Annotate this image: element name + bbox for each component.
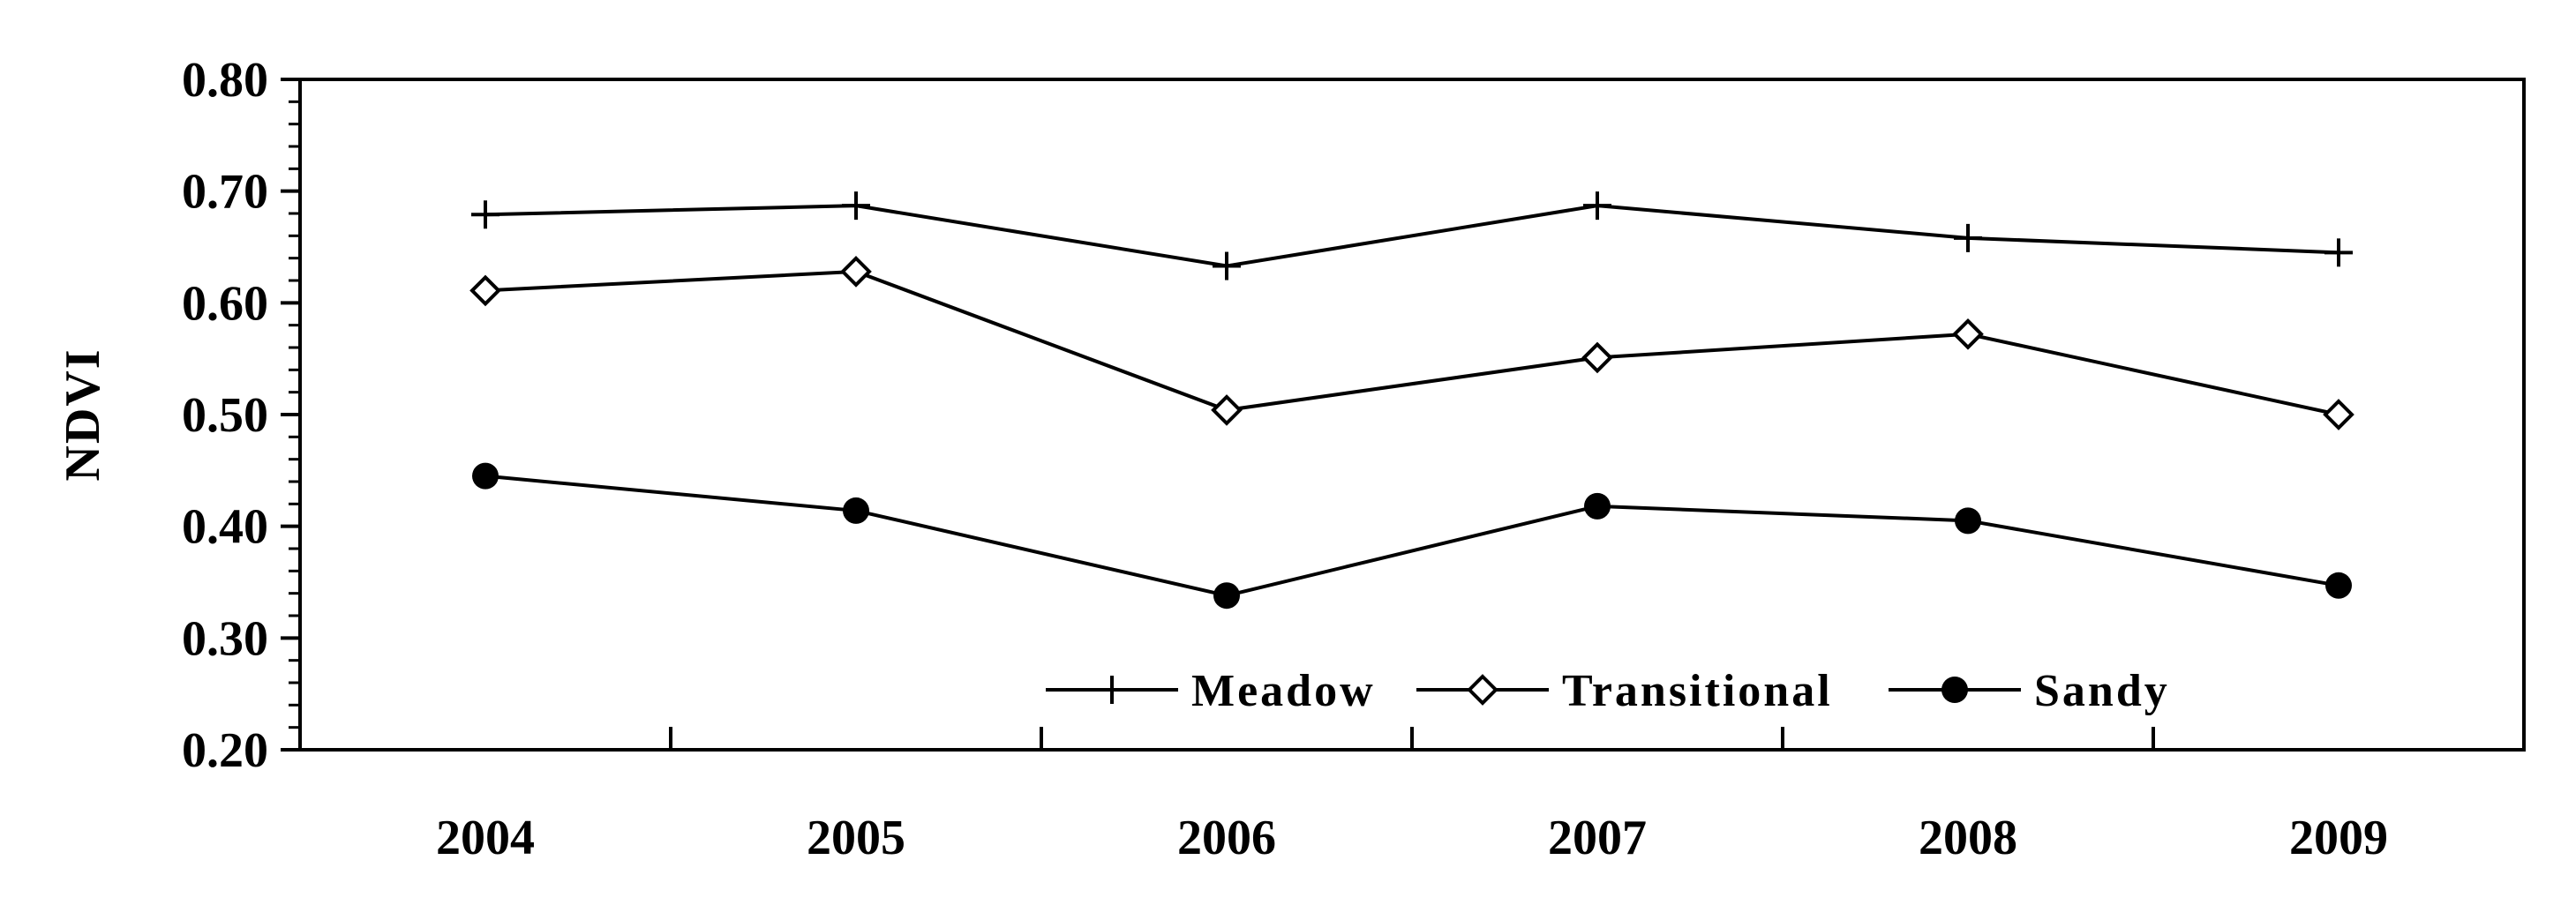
plot-frame [298, 78, 2526, 752]
x-axis: 2004 2005 2006 2007 2008 2009 [436, 727, 2388, 865]
y-tick-label: 0.40 [182, 500, 268, 555]
legend-marker [1467, 674, 1498, 706]
data-point-transitional [1581, 341, 1613, 374]
data-point-meadow [2324, 238, 2353, 267]
y-tick-label: 0.60 [182, 276, 268, 331]
y-tick-label: 0.50 [182, 388, 268, 443]
legend-label: Transitional [1562, 666, 1833, 716]
series-transitional [469, 256, 2354, 430]
x-tick-label: 2006 [1177, 811, 1276, 865]
x-tick-label: 2009 [2289, 811, 2388, 865]
data-point-sandy [1584, 492, 1611, 520]
data-point-transitional [2323, 399, 2354, 430]
data-point-meadow [471, 200, 499, 229]
legend-marker [1098, 676, 1126, 704]
series-line-transitional [484, 269, 2339, 416]
series-meadow [471, 191, 2353, 280]
x-tick-label: 2007 [1548, 811, 1647, 865]
series-line-sandy [484, 474, 2339, 598]
data-point-sandy [843, 497, 869, 524]
legend: Meadow Transitional Sandy [1046, 666, 2170, 716]
y-tick-label: 0.30 [182, 611, 268, 666]
y-axis: 0.20 0.30 0.40 0.50 0.60 0.70 0.80 [182, 53, 300, 778]
x-tick-label: 2008 [1919, 811, 2017, 865]
series-line-meadow [484, 204, 2339, 268]
data-point-sandy [2325, 572, 2352, 599]
data-point-meadow [1213, 251, 1241, 280]
legend-item-sandy: Sandy [1889, 666, 2170, 716]
y-tick-label: 0.70 [182, 165, 268, 220]
legend-item-transitional: Transitional [1416, 666, 1833, 716]
series-sandy [472, 462, 2352, 610]
y-tick-label: 0.20 [182, 723, 268, 778]
legend-item-meadow: Meadow [1046, 666, 1376, 716]
data-point-sandy [1213, 582, 1240, 610]
x-tick-label: 2004 [436, 811, 535, 865]
data-point-transitional [1211, 394, 1243, 426]
data-point-sandy [472, 462, 499, 490]
legend-label: Sandy [2034, 666, 2170, 716]
data-point-meadow [1954, 223, 1982, 252]
x-tick-label: 2005 [807, 811, 905, 865]
y-axis-title: NDVI [56, 348, 110, 481]
data-point-meadow [842, 191, 870, 221]
data-point-transitional [1952, 318, 1984, 350]
data-point-transitional [840, 256, 872, 288]
data-point-meadow [1583, 191, 1611, 221]
y-tick-label: 0.80 [182, 53, 268, 108]
legend-label: Meadow [1191, 666, 1376, 716]
legend-marker [1941, 677, 1968, 703]
series-layer [469, 191, 2354, 610]
data-point-transitional [469, 274, 501, 307]
data-point-sandy [1955, 507, 1981, 535]
